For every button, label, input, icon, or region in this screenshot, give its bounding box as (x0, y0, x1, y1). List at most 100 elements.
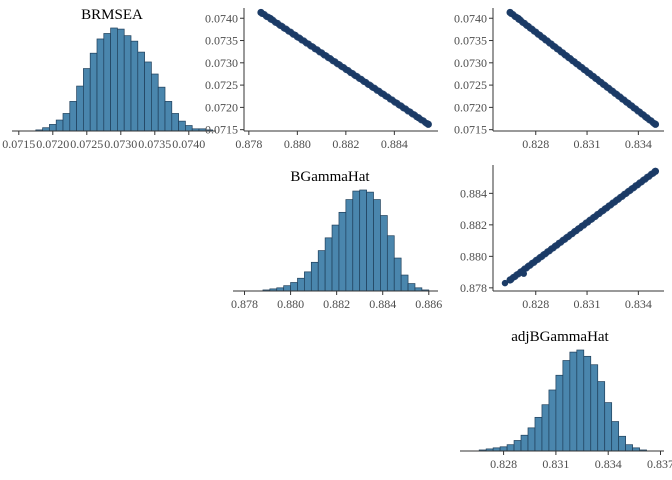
histogram-bar (103, 33, 111, 132)
panel-brmsea-histogram: BRMSEA 0.0715 0.0720 0.0725 0.0730 0.0735 0.0… (2, 7, 216, 151)
histogram-bar (310, 261, 319, 292)
scatter-point (643, 114, 651, 122)
histogram-bar (171, 113, 179, 132)
x-tick-label: 0.828 (522, 137, 549, 151)
histogram-bar (304, 271, 312, 292)
histogram-bar (407, 283, 416, 292)
histogram-bar (527, 427, 536, 452)
x-tick-label: 0.882 (323, 297, 350, 311)
histogram-bar (69, 101, 77, 132)
x-tick-label: 0.831 (574, 297, 601, 311)
title-bgammahat: BGammaHat (290, 169, 370, 185)
histogram-bar (164, 101, 173, 132)
histogram-bar (576, 349, 585, 452)
scatter-point (651, 167, 660, 175)
x-tick-label: 0.882 (332, 137, 359, 151)
y-tick-label: 0.0715 (454, 123, 487, 137)
y-tick-label: 0.0740 (205, 11, 238, 25)
histogram-bar (144, 61, 152, 132)
x-tick-label: 0.884 (381, 137, 408, 151)
histogram-bar (590, 364, 599, 452)
histogram-bar (324, 237, 333, 292)
histogram-bar (625, 444, 633, 452)
histogram-bar (297, 277, 305, 292)
y-tick-label: 0.0725 (454, 78, 487, 92)
histogram-bar (83, 68, 91, 132)
histogram-bar (317, 250, 326, 292)
x-tick-label: 0.884 (369, 297, 396, 311)
x-tick-label: 0.886 (415, 297, 442, 311)
scatter-point (651, 120, 660, 128)
x-tick-label: 0.831 (542, 457, 569, 471)
histogram-bar (123, 35, 132, 132)
histogram-bar (555, 374, 564, 452)
histogram-bar (151, 73, 159, 132)
panel-brmsea-vs-adjbgammahat: 0.0715 0.0720 0.0725 0.0730 0.0735 0.0740 0.82… (454, 8, 664, 151)
scatter-point (424, 120, 432, 128)
x-tick-label: 0.0715 (2, 137, 35, 151)
x-tick-label: 0.828 (490, 457, 517, 471)
histogram-bar (597, 381, 606, 452)
histogram-bar (137, 51, 145, 132)
histogram-bar (583, 355, 592, 452)
histogram-bar (157, 86, 166, 132)
histogram-bar (548, 389, 557, 452)
y-tick-label: 0.0735 (454, 34, 487, 48)
histogram-bar (393, 257, 402, 292)
histogram-bar (562, 360, 571, 452)
y-tick-label: 0.0730 (454, 56, 487, 70)
x-tick-label: 0.878 (235, 137, 262, 151)
histogram-bar (185, 125, 193, 132)
scatter-point (415, 114, 422, 122)
y-tick-label: 0.0715 (205, 123, 238, 137)
y-tick-label: 0.0720 (454, 100, 487, 114)
x-tick-label: 0.831 (574, 137, 601, 151)
histogram-bar (352, 190, 361, 292)
x-tick-label: 0.834 (595, 457, 622, 471)
x-tick-label: 0.837 (647, 457, 672, 471)
panel-bgammahat-histogram: BGammaHat 0.878 0.880 0.882 0.884 0.886 (231, 169, 442, 311)
histogram-bar (541, 404, 550, 452)
y-tick-label: 0.878 (460, 281, 487, 295)
histogram-bar (373, 199, 381, 292)
x-tick-label: 0.880 (277, 297, 304, 311)
histogram-bar (76, 85, 84, 132)
histogram-bar (117, 28, 125, 132)
histogram-bar (110, 27, 118, 132)
histogram-bar (520, 434, 529, 452)
y-tick-label: 0.0725 (205, 78, 238, 92)
x-tick-label: 0.0740 (172, 137, 205, 151)
histogram-bar (400, 274, 409, 292)
panel-bgammahat-vs-adjbgammahat: 0.878 0.880 0.882 0.884 0.828 0.831 0.834 (460, 165, 664, 311)
title-adjbgammahat: adjBGammaHat (511, 329, 609, 345)
histogram-bar (359, 189, 367, 292)
histogram-bar (569, 351, 578, 452)
y-tick-label: 0.884 (460, 186, 487, 200)
x-tick-label: 0.880 (284, 137, 311, 151)
histogram-bar (130, 40, 139, 132)
histogram-bar (611, 421, 620, 452)
histogram-bar (345, 199, 354, 292)
scatter-point (506, 8, 514, 17)
histogram-bar (89, 52, 98, 132)
x-tick-label: 0.878 (231, 297, 258, 311)
histogram-bar (618, 435, 626, 452)
histogram-bar (283, 285, 291, 292)
histogram-bar (96, 38, 105, 132)
y-tick-label: 0.0740 (454, 11, 487, 25)
scatter-point (257, 8, 265, 17)
panel-adjbgammahat-histogram: adjBGammaHat 0.828 0.831 0.834 0.837 (460, 329, 672, 471)
histogram-bar (604, 402, 613, 452)
x-tick-label: 0.0725 (70, 137, 103, 151)
x-tick-label: 0.828 (522, 297, 549, 311)
x-tick-label: 0.834 (625, 137, 652, 151)
x-tick-label: 0.0720 (36, 137, 69, 151)
histogram-bar (331, 224, 340, 292)
histogram-bar (513, 440, 522, 452)
scatter-point (267, 15, 274, 22)
histogram-bar (380, 215, 388, 292)
title-brmsea: BRMSEA (81, 7, 143, 23)
panel-brmsea-vs-bgammahat: 0.0715 0.0720 0.0725 0.0730 0.0735 0.0740 0.87… (205, 8, 438, 151)
scatter-point (520, 270, 527, 277)
